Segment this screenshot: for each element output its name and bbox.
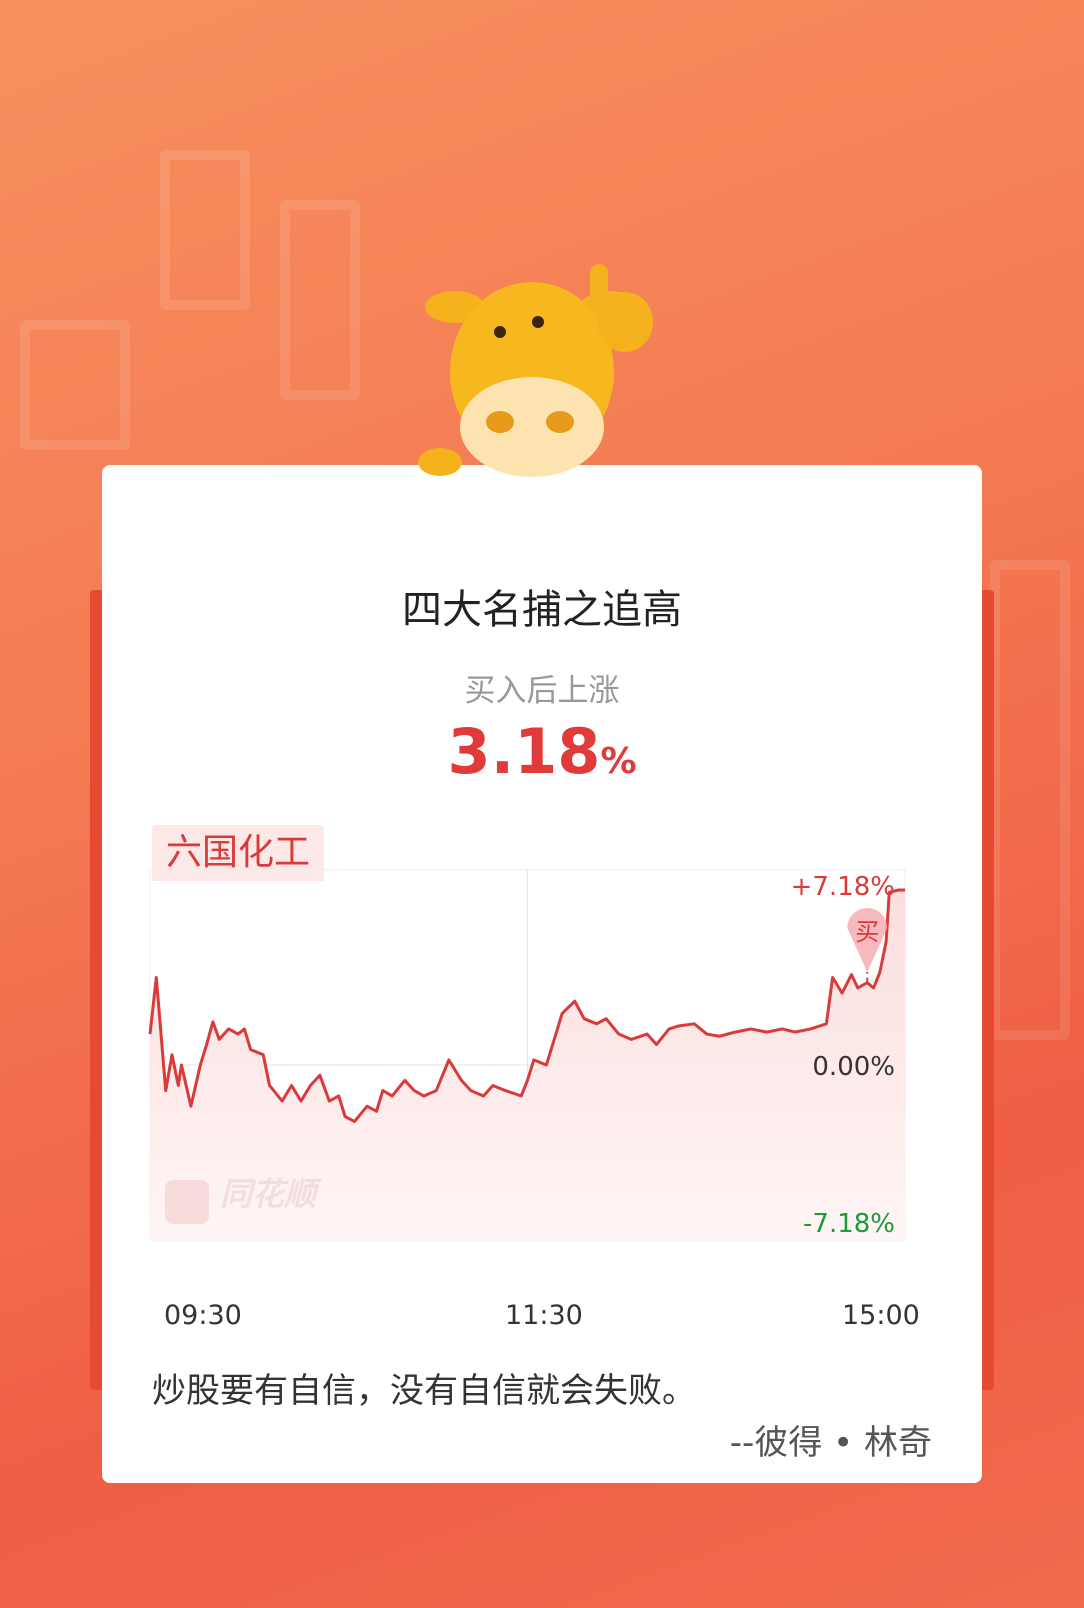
result-card: 四大名捕之追高 买入后上涨 3.18% 六国化工 同花顺 买 +7.18% 0.00%…	[102, 465, 982, 1483]
card-side-right	[980, 590, 994, 1390]
quote-text: 炒股要有自信，没有自信就会失败。	[152, 1371, 696, 1411]
stock-tag[interactable]: 六国化工	[152, 825, 325, 881]
price-line	[148, 888, 905, 1124]
buy-marker-label: 买	[855, 918, 879, 946]
x-tick-label: 15:00	[842, 1300, 920, 1331]
x-tick-label: 11:30	[505, 1300, 583, 1331]
buy-marker-pin	[847, 908, 888, 972]
gain-percent: 3.18%	[447, 715, 637, 788]
y-label-bottom: -7.18%	[803, 1209, 895, 1239]
watermark: 同花顺	[220, 1175, 322, 1213]
watermark-logo	[165, 1180, 209, 1224]
card-subtitle: 买入后上涨	[464, 673, 620, 709]
y-label-top: +7.18%	[791, 872, 895, 902]
card-title: 四大名捕之追高	[402, 587, 682, 633]
quote-author: --彼得 • 林奇	[729, 1423, 932, 1463]
bg-candle	[160, 150, 250, 310]
x-tick-label: 09:30	[164, 1300, 242, 1331]
card-side-left	[90, 590, 104, 1390]
price-area	[150, 890, 905, 1240]
bull-mascot	[418, 264, 653, 477]
bg-candle	[20, 320, 130, 450]
y-label-zero: 0.00%	[812, 1052, 895, 1082]
bg-candle	[990, 560, 1070, 1040]
intraday-chart: 同花顺 买 +7.18% 0.00% -7.18%	[148, 869, 906, 1241]
bg-candle	[280, 200, 360, 400]
